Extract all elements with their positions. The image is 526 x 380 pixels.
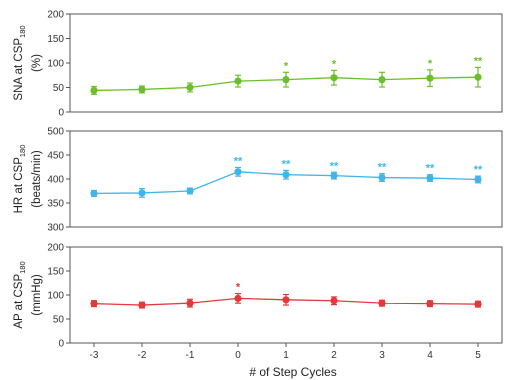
data-point [282, 76, 290, 84]
y-tick-label: 50 [53, 83, 65, 94]
y-tick-label: 500 [47, 127, 64, 138]
significance-marker: ** [426, 163, 435, 175]
significance-marker: ** [474, 164, 483, 176]
panel-ap: 0 50 100 150 200 AP at CSP180 (mmHg) * [13, 243, 503, 350]
data-point [138, 85, 146, 94]
x-tick-label: -3 [90, 350, 99, 361]
significance-marker: ** [474, 55, 483, 67]
data-point [186, 299, 194, 307]
y-tick-label: 0 [58, 108, 64, 119]
significance-marker: ** [330, 160, 339, 172]
data-point [474, 175, 482, 184]
significance-marker: * [332, 58, 337, 70]
x-tick-label: 1 [283, 350, 289, 361]
x-tick-label: 3 [379, 350, 385, 361]
y-tick-label: 100 [47, 59, 64, 70]
significance-marker: ** [234, 155, 243, 167]
data-point [90, 189, 98, 197]
data-point [234, 77, 242, 85]
y-tick-label: 400 [47, 175, 64, 186]
data-point [330, 74, 338, 82]
data-point [426, 300, 434, 308]
x-tick-label: 4 [427, 350, 433, 361]
data-point [138, 189, 146, 197]
data-point [474, 73, 482, 81]
significance-marker: ** [378, 162, 387, 174]
significance-marker: * [284, 60, 289, 72]
y-tick-label: 0 [58, 339, 64, 350]
y-axis-title-subscript: 180 [18, 25, 27, 38]
y-axis-unit: (mmHg) [31, 274, 43, 316]
x-tick-label: 0 [235, 350, 241, 361]
y-tick-label: 450 [47, 151, 64, 162]
data-point [186, 83, 194, 92]
y-axis-title-subscript: 180 [18, 145, 27, 158]
y-axis-title-main: SNA at CSP [13, 38, 25, 101]
y-tick-label: 150 [47, 267, 64, 278]
y-axis-unit: (%) [31, 54, 43, 72]
y-tick-label: 150 [47, 34, 64, 45]
data-point [330, 297, 338, 305]
y-axis-title-main: AP at CSP [13, 274, 25, 329]
y-tick-label: 200 [47, 10, 64, 21]
panel-hr: 300 350 400 450 500 HR at CSP180 (beats/min) **… [13, 127, 503, 234]
data-point [330, 172, 338, 180]
data-point [426, 74, 434, 82]
data-point [234, 168, 242, 176]
y-axis-title-subscript: 180 [18, 261, 27, 274]
x-tick-label: 5 [475, 350, 481, 361]
significance-marker: * [428, 58, 433, 70]
data-point [186, 187, 194, 195]
y-axis-unit: (beats/min) [31, 150, 43, 208]
data-point [474, 300, 482, 308]
y-tick-label: 200 [47, 243, 64, 254]
data-point [378, 76, 386, 84]
data-point [234, 294, 242, 302]
data-point [282, 171, 290, 179]
x-axis-title: # of Step Cycles [249, 365, 336, 379]
data-point [378, 173, 386, 182]
y-axis-title: SNA at CSP180 [13, 25, 27, 100]
significance-marker: * [236, 282, 241, 294]
y-tick-label: 50 [53, 315, 65, 326]
data-point [378, 299, 386, 307]
y-tick-label: 350 [47, 199, 64, 210]
y-axis-title: HR at CSP180 [13, 145, 27, 214]
y-axis-title: AP at CSP180 [13, 261, 27, 328]
significance-marker: ** [282, 158, 291, 170]
y-tick-label: 300 [47, 223, 64, 234]
y-axis-title-main: HR at CSP [13, 157, 25, 214]
x-tick-label: -1 [186, 350, 195, 361]
data-point [90, 86, 98, 95]
y-tick-label: 100 [47, 291, 64, 302]
x-tick-label: 2 [331, 350, 337, 361]
data-point [138, 301, 146, 309]
x-tick-label: -2 [138, 350, 147, 361]
data-point [90, 300, 98, 308]
data-point [282, 296, 290, 304]
data-point [426, 174, 434, 182]
